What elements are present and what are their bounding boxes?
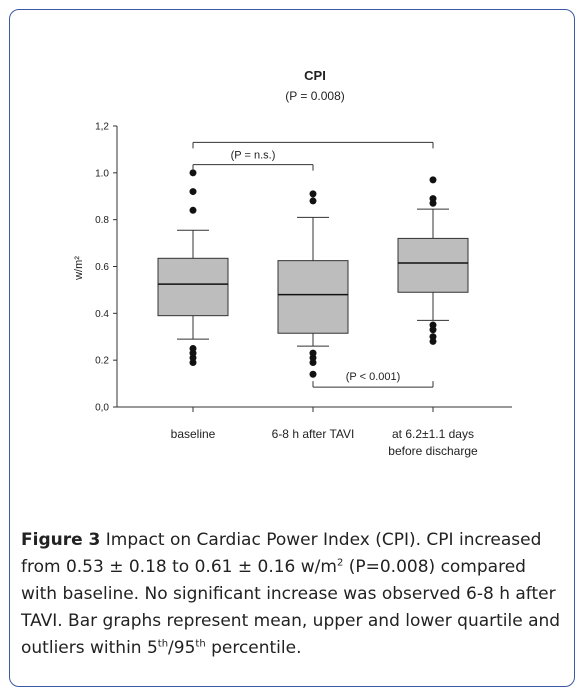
caption-sup-1: 2 [336, 557, 344, 569]
box [277, 260, 349, 334]
y-tick-label: 1,2 [95, 122, 109, 133]
caption-label: Figure 3 [21, 530, 101, 550]
outlier-point [189, 188, 197, 196]
x-tick-label: before discharge [388, 444, 478, 458]
outlier-point [429, 176, 437, 184]
outlier-point [429, 195, 437, 203]
caption-sup-2: th [157, 638, 169, 650]
chart-title: CPI [304, 68, 326, 83]
y-tick-label: 0,0 [95, 403, 109, 414]
outlier-point [189, 344, 197, 352]
plot-area: 0,0 0.2 0.4 0.6 0.8 1.0 1,2 baseline 6-8 h after… [95, 122, 512, 458]
box [397, 237, 469, 293]
y-tick-label: 0.8 [95, 215, 109, 226]
caption-text-1: Impact on Cardiac Power Index (CPI). CPI… [21, 530, 542, 577]
outlier-point [429, 333, 437, 341]
caption-sup-3: th [195, 638, 206, 650]
y-tick-label: 0.2 [95, 356, 109, 367]
x-tick-label: at 6.2±1.1 days [392, 427, 474, 441]
outlier-point [189, 206, 197, 214]
comparison-label: (P < 0.001) [346, 371, 401, 383]
y-tick-label: 0.6 [95, 262, 109, 273]
outlier-point [309, 190, 317, 198]
outlier-point [429, 321, 437, 329]
y-tick-label: 1.0 [95, 168, 109, 179]
caption-text-4: percentile. [205, 638, 302, 658]
outlier-point [309, 197, 317, 205]
caption-text-3: /95 [168, 638, 196, 658]
x-tick-label: 6-8 h after TAVI [272, 427, 355, 441]
outlier-point [309, 370, 317, 378]
x-tick-label: baseline [171, 427, 216, 441]
y-axis-label: w/m² [73, 256, 85, 281]
comparison-label: (P = n.s.) [231, 150, 276, 162]
box [157, 257, 229, 317]
y-tick-label: 0.4 [95, 309, 109, 320]
chart-subtitle: (P = 0.008) [285, 89, 344, 103]
outlier-point [309, 349, 317, 357]
figure-caption: Figure 3 Impact on Cardiac Power Index (… [21, 527, 561, 662]
outlier-point [189, 169, 197, 177]
caption-text-2: (P=0.008) compared with baseline. No sig… [21, 557, 561, 658]
figure-frame [9, 9, 575, 687]
